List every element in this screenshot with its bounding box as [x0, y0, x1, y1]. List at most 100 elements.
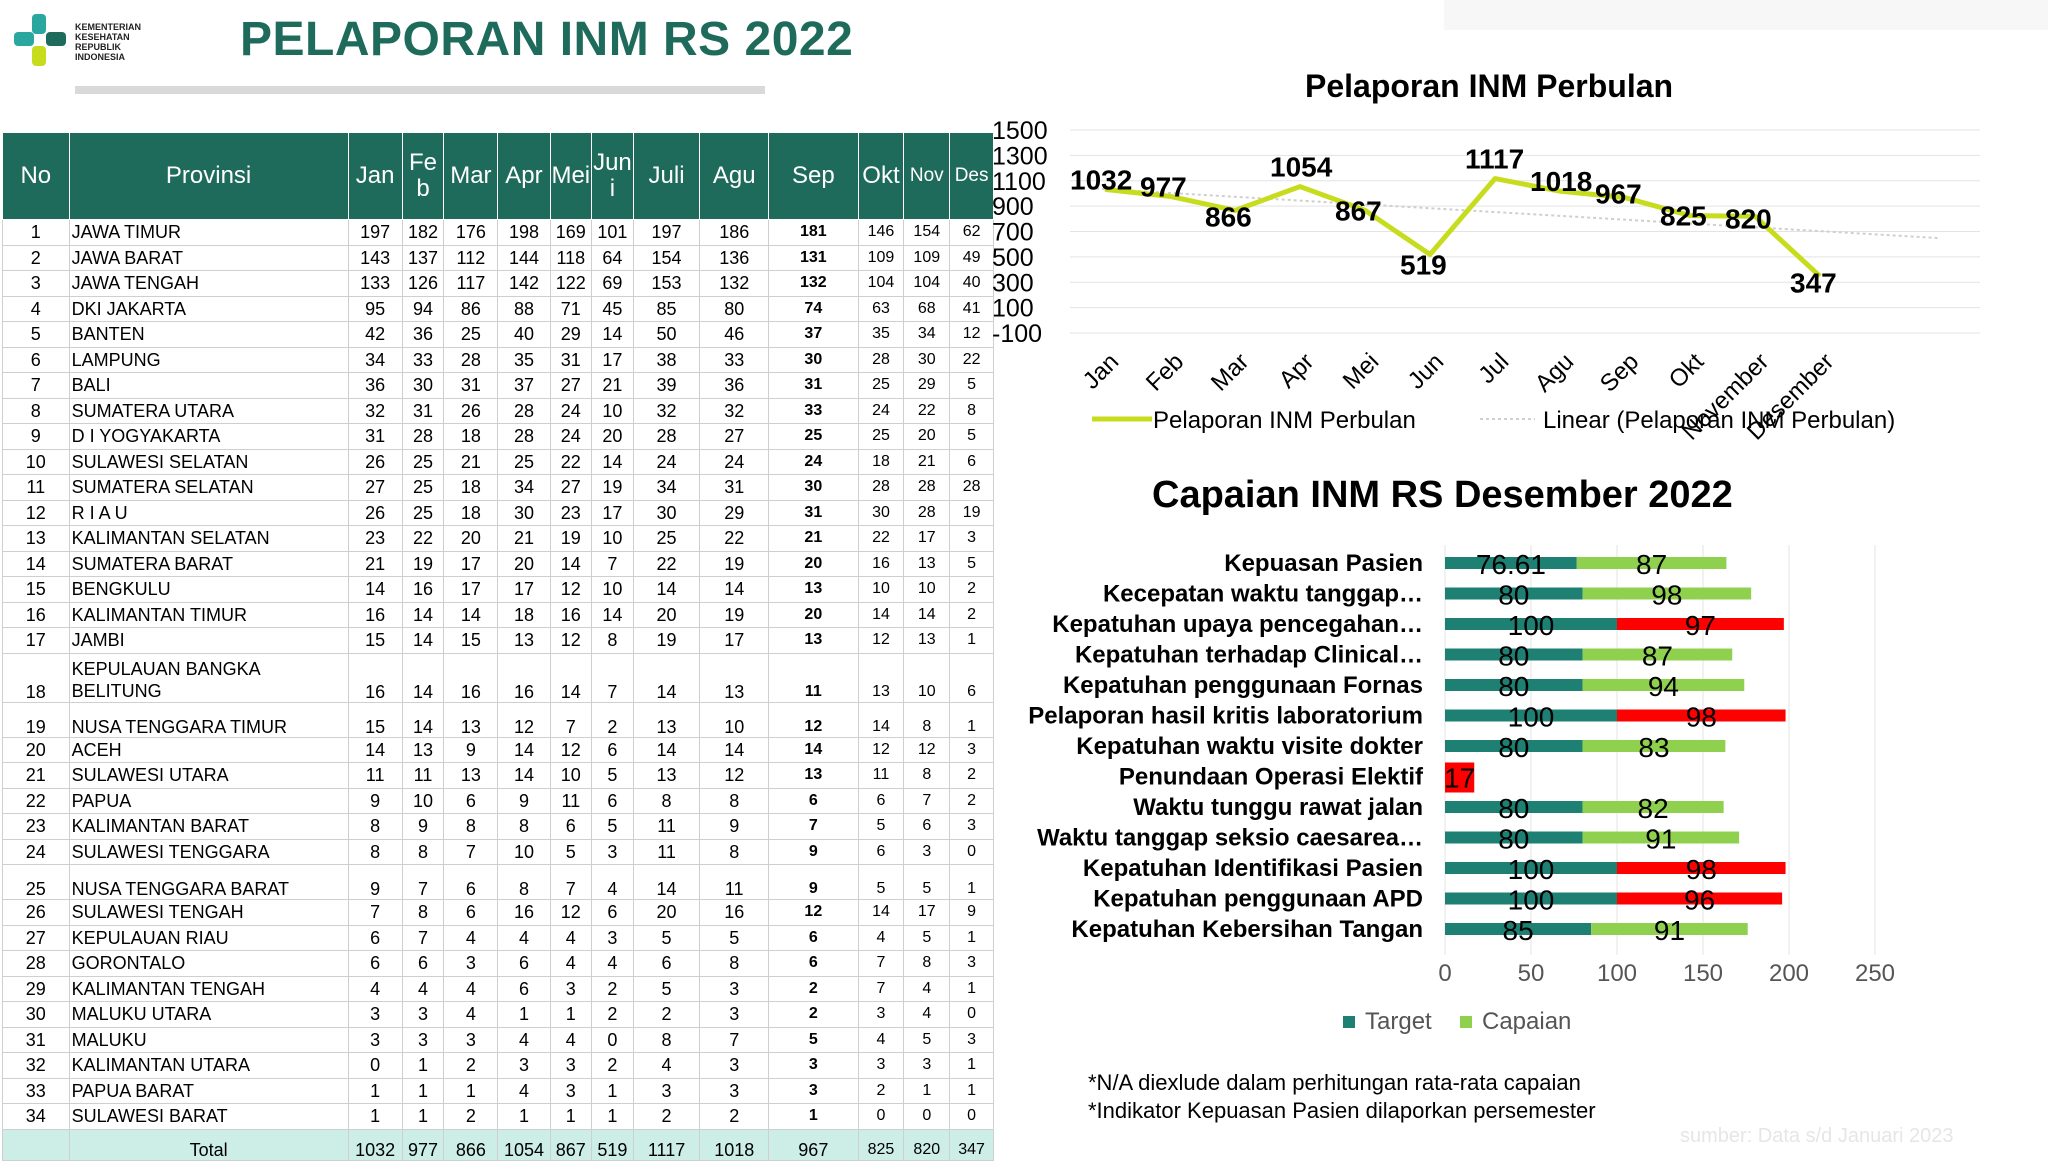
month-count: 6: [347, 924, 403, 951]
month-count: 25: [401, 474, 445, 501]
month-count: 14: [497, 762, 551, 789]
province-name: JAWA BARAT: [68, 244, 349, 271]
month-count: 19: [949, 499, 994, 526]
logo-text: KEMENTERIAN KESEHATAN REPUBLIK INDONESIA: [75, 22, 142, 62]
month-count: 182: [401, 219, 445, 246]
month-count: 42: [347, 321, 403, 348]
month-count: 3: [591, 924, 634, 951]
province-name: MALUKU UTARA: [68, 1001, 349, 1028]
month-count: 12: [699, 762, 770, 789]
total-value: 977: [401, 1128, 445, 1161]
month-count: 23: [347, 525, 403, 552]
province-name: D I YOGYAKARTA: [68, 423, 349, 450]
month-count: 101: [591, 219, 634, 246]
month-count: 15: [443, 627, 499, 654]
month-count: 146: [857, 219, 905, 246]
row-number: 22: [2, 787, 70, 814]
month-count: 5: [857, 864, 905, 900]
month-count: 21: [768, 525, 859, 552]
bar-target: [1445, 892, 1617, 905]
month-count: 18: [443, 423, 499, 450]
row-number: 20: [2, 736, 70, 763]
month-count: 3: [699, 1052, 770, 1079]
bar-capaian-label: 17: [1444, 763, 1475, 794]
bar-target-label: 100: [1508, 885, 1555, 916]
row-number: 19: [2, 701, 70, 738]
category-label: Waktu tunggu rawat jalan: [1133, 794, 1423, 821]
month-count: 9: [443, 736, 499, 763]
month-count: 34: [497, 474, 551, 501]
month-count: 3: [401, 1026, 445, 1053]
row-number: 11: [2, 474, 70, 501]
month-count: 24: [699, 448, 770, 475]
month-count: 11: [549, 787, 593, 814]
month-count: 74: [768, 295, 859, 322]
bar-capaian-label: 87: [1642, 641, 1673, 672]
month-count: 37: [497, 372, 551, 399]
month-count: 2: [591, 975, 634, 1002]
month-count: 16: [347, 601, 403, 628]
column-header: Mei: [549, 132, 593, 220]
month-count: 2: [949, 601, 994, 628]
total-value: 1117: [632, 1128, 701, 1161]
province-name: SULAWESI TENGAH: [68, 899, 349, 926]
month-count: 197: [347, 219, 403, 246]
column-header: Juli: [632, 132, 701, 220]
y-tick-label: -100: [992, 320, 1042, 348]
table-row: 10 SULAWESI SELATAN 26 25 21 25 22 14 24 24 24 18 21…: [2, 448, 994, 475]
month-count: 25: [632, 525, 701, 552]
month-count: 7: [443, 838, 499, 865]
province-name: SULAWESI BARAT: [68, 1103, 349, 1130]
month-count: 0: [591, 1026, 634, 1053]
month-count: 18: [857, 448, 905, 475]
month-count: 9: [347, 864, 403, 900]
month-count: 3: [401, 1001, 445, 1028]
month-count: 28: [949, 474, 994, 501]
legend-label-target: Target: [1365, 1008, 1432, 1035]
data-label: 1032: [1070, 164, 1132, 195]
row-number: 3: [2, 270, 70, 297]
column-header: Nov: [903, 132, 951, 220]
month-count: 18: [443, 499, 499, 526]
data-label: 1054: [1270, 152, 1333, 183]
x-tick-label: 200: [1769, 960, 1809, 987]
month-count: 8: [347, 813, 403, 840]
month-count: 13: [443, 701, 499, 738]
month-count: 80: [699, 295, 770, 322]
table-row: 25 NUSA TENGGARA BARAT 9 7 6 8 7 4 14 11 9 5 5 1: [2, 864, 994, 900]
month-count: 14: [401, 627, 445, 654]
province-name: JAWA TENGAH: [68, 270, 349, 297]
month-count: 10: [857, 576, 905, 603]
month-count: 3: [949, 736, 994, 763]
month-count: 28: [903, 499, 951, 526]
month-count: 2: [768, 1001, 859, 1028]
month-count: 7: [549, 864, 593, 900]
category-label: Waktu tanggap seksio caesarea…: [1037, 825, 1423, 852]
data-label: 1018: [1530, 166, 1592, 197]
bar-target: [1445, 831, 1583, 844]
category-label: Kepatuhan Kebersihan Tangan: [1071, 916, 1423, 943]
month-count: 142: [497, 270, 551, 297]
month-count: 6: [549, 813, 593, 840]
month-count: 154: [903, 219, 951, 246]
x-tick-label: 150: [1683, 960, 1723, 987]
month-count: 6: [903, 813, 951, 840]
month-count: 3: [768, 1052, 859, 1079]
total-value: 867: [549, 1128, 593, 1161]
bar-target: [1445, 587, 1583, 600]
y-tick-label: 1100: [992, 168, 1046, 196]
y-tick-label: 1500: [992, 117, 1048, 145]
month-count: 5: [857, 813, 905, 840]
province-name: KEPULAUAN RIAU: [68, 924, 349, 951]
page-title: PELAPORAN INM RS 2022: [240, 13, 854, 66]
legend-label-trend: Linear (Pelaporan INM Perbulan): [1543, 407, 1895, 434]
month-count: 3: [768, 1077, 859, 1104]
month-count: 26: [347, 499, 403, 526]
month-count: 35: [497, 346, 551, 373]
month-count: 1: [949, 627, 994, 654]
month-count: 13: [857, 652, 905, 703]
legend-label-series: Pelaporan INM Perbulan: [1153, 407, 1416, 434]
table-row: 22 PAPUA 9 10 6 9 11 6 8 8 6 6 7 2: [2, 787, 994, 814]
category-label: Kepatuhan upaya pencegahan…: [1052, 611, 1423, 638]
total-value: 519: [591, 1128, 634, 1161]
